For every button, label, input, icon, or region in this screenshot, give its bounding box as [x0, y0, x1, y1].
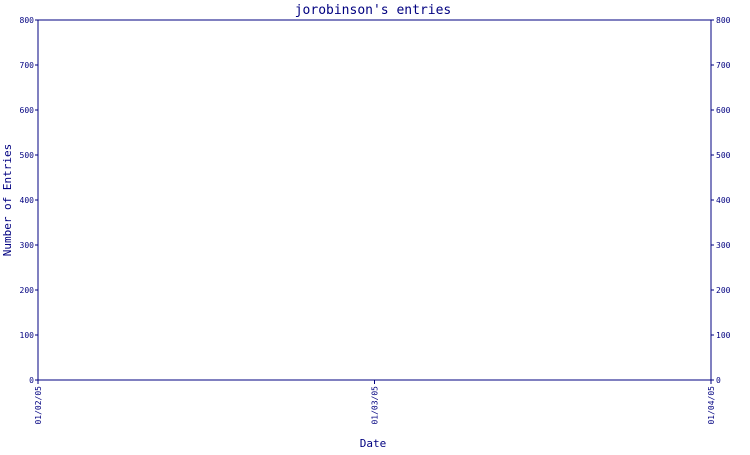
plot-frame: [37, 19, 712, 381]
y-tick-label-left: 300: [20, 241, 35, 250]
y-tick-label-right: 500: [716, 151, 731, 160]
x-tick-label: 01/02/05: [34, 386, 43, 425]
x-tick-label: 01/04/05: [707, 386, 716, 425]
y-tick-label-right: 0: [716, 376, 721, 385]
y-tick-label-left: 600: [20, 106, 35, 115]
y-axis-label: Number of Entries: [1, 144, 14, 257]
y-tick-label-left: 700: [20, 61, 35, 70]
y-tick-label-right: 300: [716, 241, 731, 250]
y-tick-label-right: 200: [716, 286, 731, 295]
y-ticks-right: 0 100 200 300 400 500 600 700 800: [711, 16, 731, 385]
y-tick-label-right: 600: [716, 106, 731, 115]
y-tick-label-right: 100: [716, 331, 731, 340]
y-tick-label-right: 800: [716, 16, 731, 25]
y-tick-label-left: 500: [20, 151, 35, 160]
x-ticks: 01/02/05 01/03/05 01/04/05: [34, 380, 716, 425]
y-tick-label-left: 0: [29, 376, 34, 385]
y-tick-label-left: 200: [20, 286, 35, 295]
chart-title: jorobinson's entries: [295, 3, 452, 18]
y-tick-label-left: 100: [20, 331, 35, 340]
x-tick-label: 01/03/05: [371, 386, 380, 425]
y-ticks-left: 0 100 200 300 400 500 600 700 800: [20, 16, 38, 385]
y-tick-label-left: 400: [20, 196, 35, 205]
y-tick-label-right: 700: [716, 61, 731, 70]
y-tick-label-right: 400: [716, 196, 731, 205]
x-axis-label: Date: [360, 437, 387, 450]
y-tick-label-left: 800: [20, 16, 35, 25]
